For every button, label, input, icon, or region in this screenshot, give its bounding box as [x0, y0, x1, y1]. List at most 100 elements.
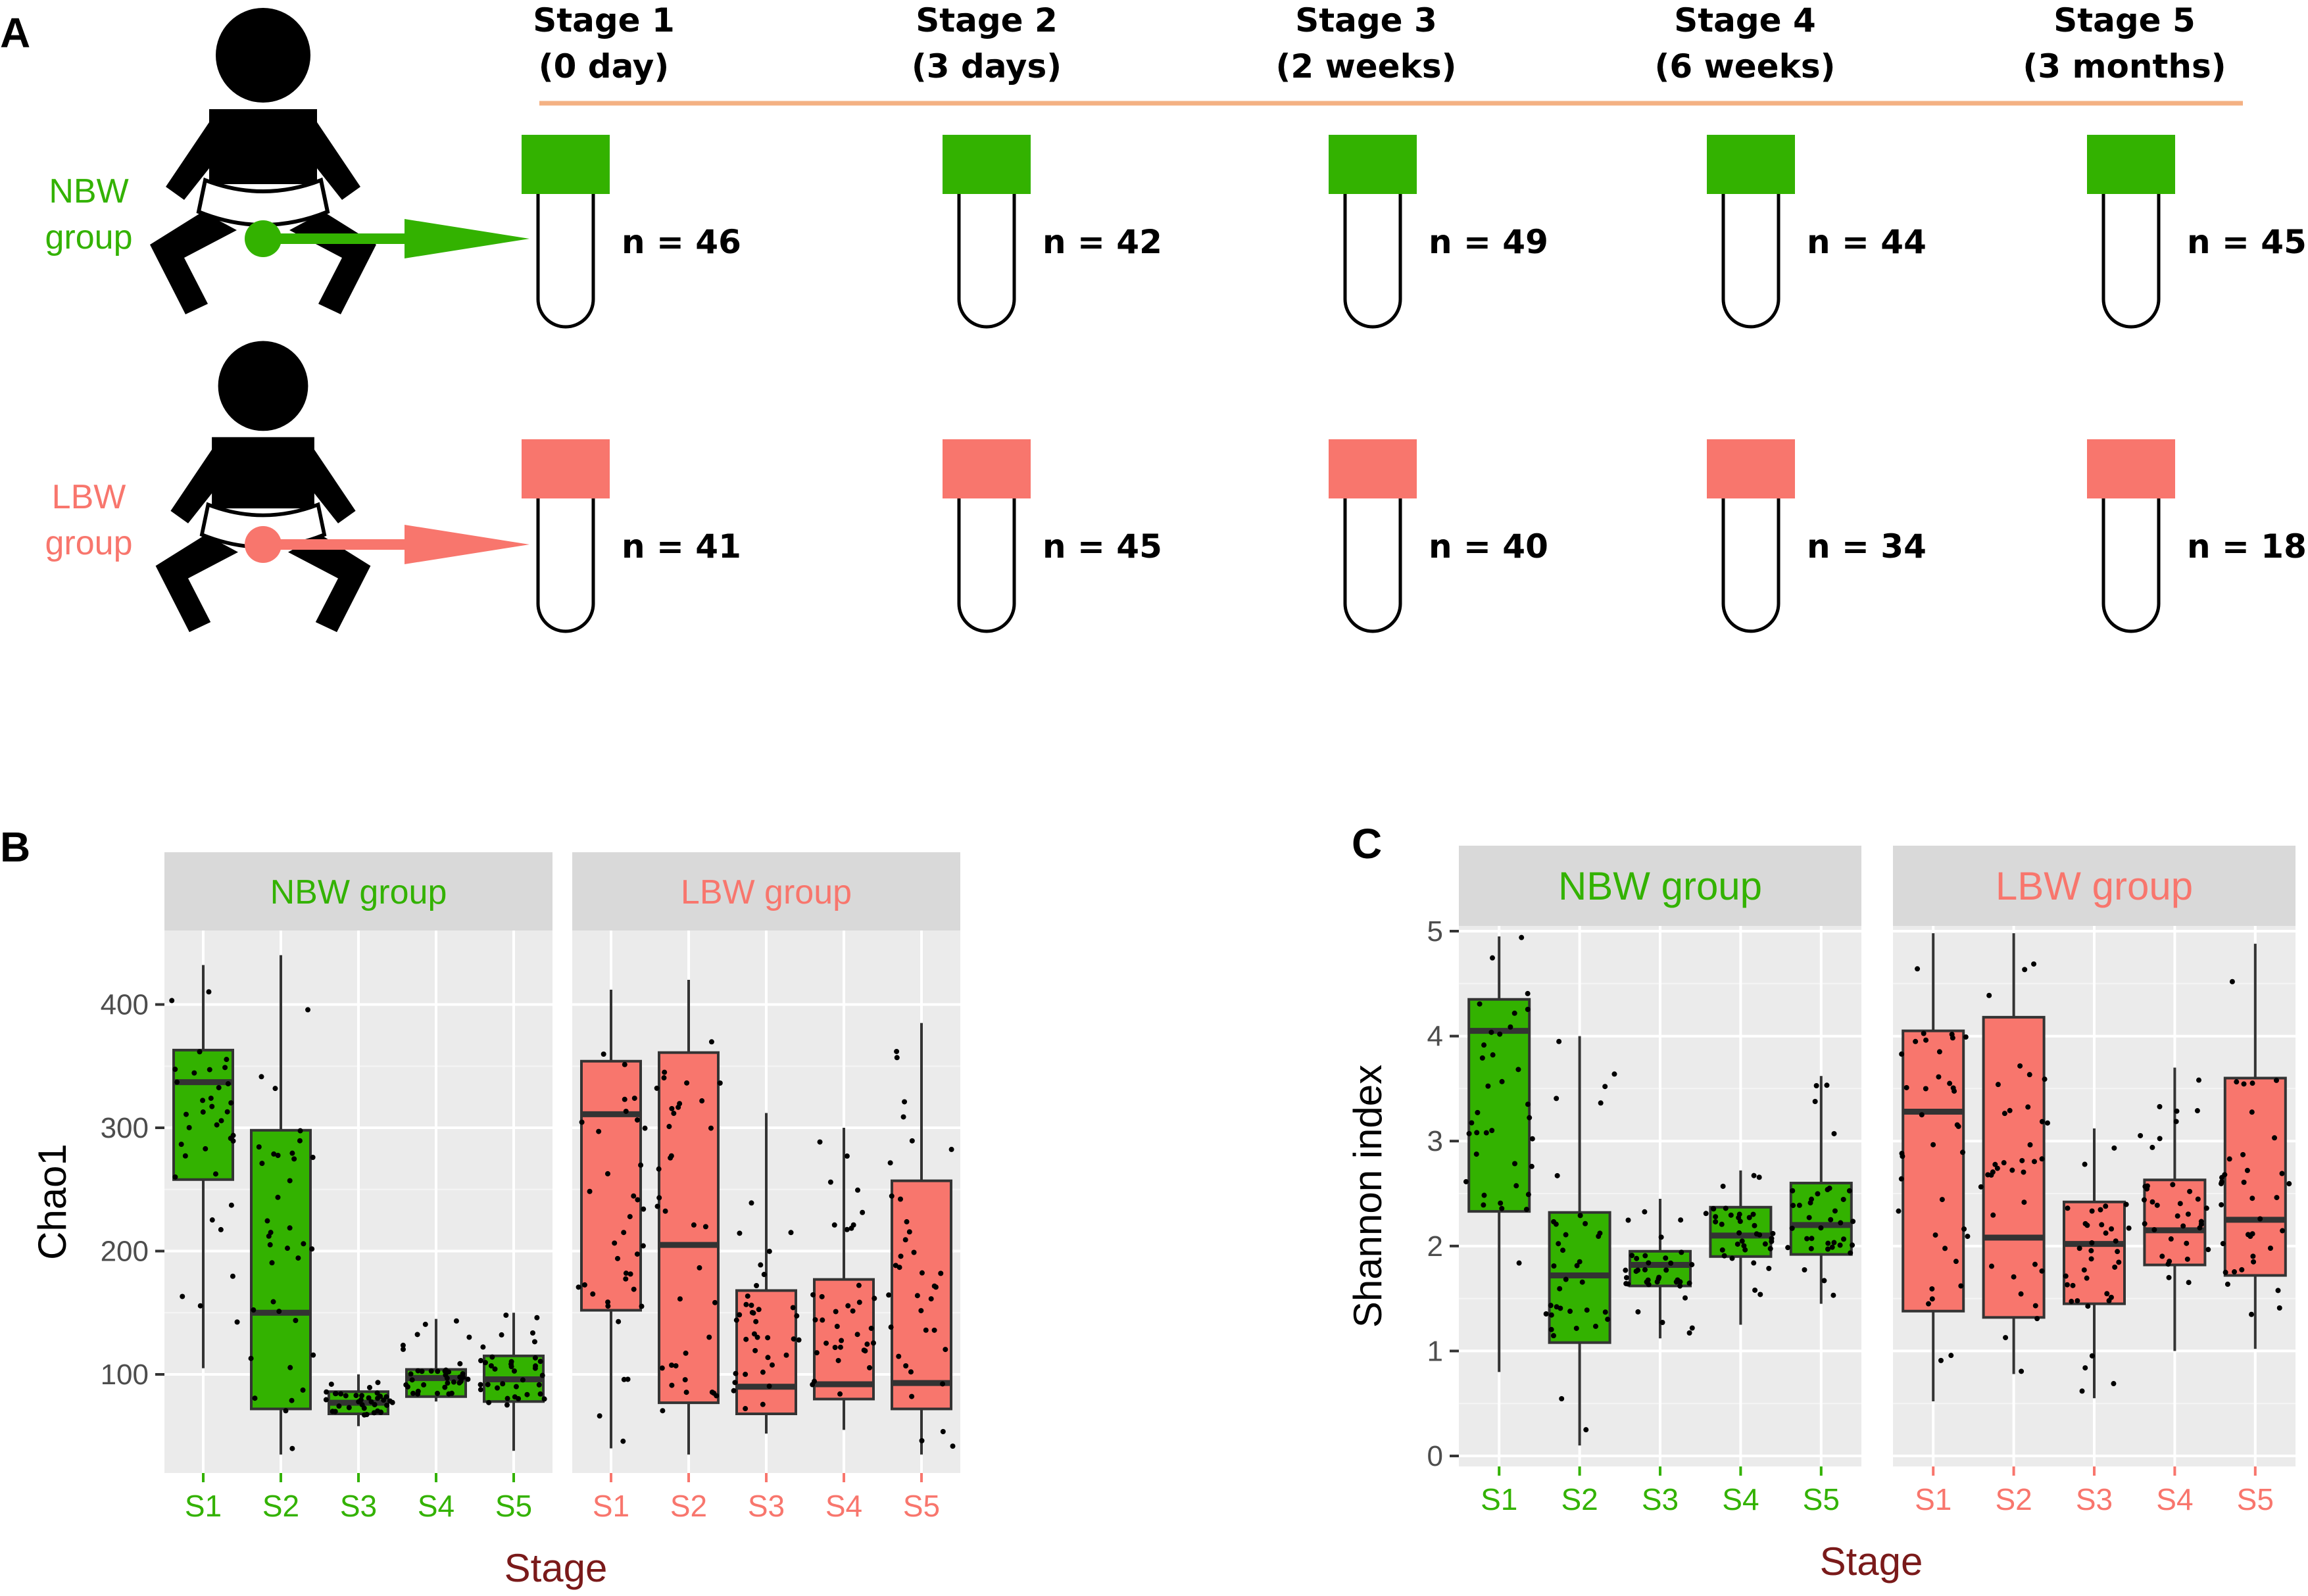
- data-point: [2194, 1108, 2200, 1114]
- data-point: [766, 1248, 772, 1254]
- data-point: [1658, 1234, 1664, 1240]
- tube-body: [536, 194, 595, 329]
- data-point: [2149, 1199, 2155, 1205]
- arrow-origin-dot: [245, 526, 282, 563]
- data-point: [1499, 1078, 1505, 1084]
- data-point: [1490, 955, 1496, 961]
- box-iqr: [1789, 1182, 1853, 1256]
- data-point: [832, 1345, 838, 1351]
- arrow-origin-dot: [245, 220, 282, 257]
- panel-letter: B: [0, 823, 30, 871]
- data-point: [2274, 1195, 2280, 1201]
- data-point: [1646, 1260, 1652, 1266]
- data-point: [918, 1308, 924, 1314]
- data-point: [1602, 1084, 1608, 1090]
- data-point: [642, 1125, 648, 1131]
- data-point: [1560, 1247, 1566, 1253]
- data-point: [752, 1347, 758, 1353]
- data-point: [1550, 1333, 1556, 1339]
- y-tick-label: 3: [1427, 1125, 1443, 1157]
- data-point: [2042, 1076, 2048, 1082]
- baby-diaper: [199, 502, 327, 549]
- data-point: [1850, 1219, 1856, 1224]
- data-point: [537, 1391, 543, 1397]
- data-point: [903, 1363, 909, 1369]
- data-point: [868, 1325, 874, 1331]
- y-tick-label: 4: [1427, 1021, 1443, 1053]
- stage-title-line1: Stage 1: [533, 1, 675, 39]
- data-point: [2222, 1269, 2228, 1275]
- stage-title-line1: Stage 3: [1295, 1, 1437, 39]
- data-point: [372, 1402, 378, 1408]
- data-point: [508, 1364, 514, 1370]
- data-point: [224, 1109, 230, 1115]
- data-point: [271, 1151, 277, 1157]
- data-point: [1737, 1219, 1743, 1224]
- data-point: [2249, 1080, 2255, 1086]
- data-point: [1746, 1215, 1752, 1221]
- data-point: [1921, 1030, 1927, 1036]
- data-point: [301, 1241, 307, 1247]
- sample-count: n = 45: [1043, 527, 1162, 566]
- data-point: [2019, 1368, 2025, 1374]
- data-point: [2111, 1381, 2117, 1387]
- data-point: [597, 1413, 602, 1419]
- data-point: [1831, 1130, 1837, 1136]
- x-tick-label: S3: [1642, 1482, 1679, 1516]
- data-point: [222, 1065, 228, 1071]
- data-point: [791, 1336, 797, 1342]
- x-tick-label: S4: [2156, 1482, 2193, 1516]
- data-point: [621, 1230, 627, 1236]
- data-point: [2219, 1179, 2224, 1185]
- data-point: [1642, 1267, 1648, 1272]
- data-point: [839, 1338, 845, 1343]
- data-point: [870, 1340, 876, 1346]
- box-S4: [1703, 1170, 1776, 1325]
- data-point: [421, 1382, 427, 1388]
- data-point: [1938, 1357, 1944, 1363]
- baby-head: [216, 8, 310, 103]
- box-S2: [1543, 1036, 1617, 1446]
- facet-strip-label: NBW group: [270, 873, 447, 911]
- data-point: [1757, 1232, 1763, 1238]
- data-point: [1710, 1205, 1716, 1211]
- baby-torso: [209, 109, 317, 184]
- data-point: [671, 1111, 677, 1117]
- tube-body: [957, 498, 1016, 633]
- data-point: [2082, 1365, 2088, 1371]
- facet-0: NBW group S1 S2 S3 S4 S5: [164, 852, 552, 1523]
- data-point: [228, 1100, 234, 1106]
- data-point: [1605, 1317, 1611, 1322]
- data-point: [1809, 1236, 1815, 1242]
- data-point: [1525, 1101, 1531, 1107]
- data-point: [1751, 1260, 1757, 1266]
- data-point: [711, 1390, 717, 1396]
- x-tick-label: S3: [340, 1489, 377, 1523]
- data-point: [203, 1146, 209, 1151]
- data-point: [1978, 1184, 1984, 1190]
- sample-tube: n = 40: [1329, 439, 1548, 633]
- data-point: [2001, 1160, 2007, 1166]
- data-point: [419, 1368, 425, 1374]
- data-point: [2244, 1167, 2250, 1173]
- data-point: [656, 1166, 662, 1172]
- data-point: [886, 1292, 892, 1298]
- data-point: [541, 1396, 547, 1402]
- tube-cap: [522, 439, 610, 498]
- data-point: [1796, 1202, 1802, 1208]
- data-point: [366, 1384, 372, 1390]
- data-point: [275, 1194, 281, 1200]
- box-iqr: [735, 1289, 797, 1415]
- data-point: [1511, 1010, 1517, 1016]
- baby-left-arm: [170, 442, 231, 523]
- data-point: [919, 1438, 925, 1443]
- data-point: [1513, 1183, 1519, 1189]
- sample-tube: n = 45: [2087, 135, 2307, 329]
- data-point: [631, 1286, 637, 1292]
- data-point: [2104, 1291, 2110, 1297]
- data-point: [1469, 1120, 1475, 1126]
- sample-tube: n = 49: [1329, 135, 1548, 329]
- data-point: [2103, 1230, 2109, 1236]
- data-point: [940, 1429, 946, 1435]
